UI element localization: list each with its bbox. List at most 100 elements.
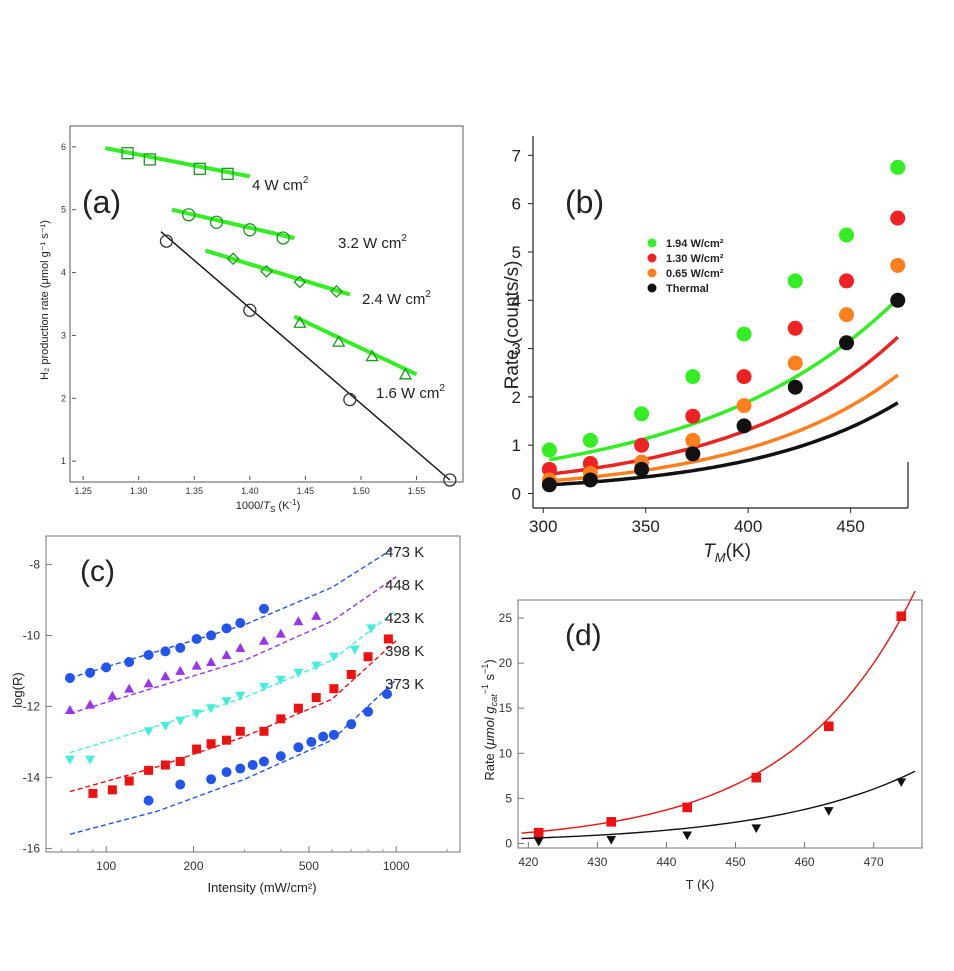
c-data-point	[363, 652, 373, 662]
c-data-point	[221, 649, 232, 659]
a-data-point	[398, 367, 413, 380]
panel-a-frame	[69, 125, 464, 483]
c-data-point	[235, 617, 246, 628]
d-fit-curve	[521, 770, 916, 840]
d-xtick-label: 430	[587, 855, 607, 869]
c-data-point	[258, 756, 269, 767]
b-data-point	[541, 461, 557, 477]
c-series-label: 473 K	[385, 544, 424, 561]
a-xtick-label: 1.35	[185, 486, 203, 496]
b-data-point	[685, 432, 701, 448]
c-data-point	[235, 691, 246, 701]
c-data-point	[311, 693, 321, 703]
b-xtick-label: 400	[734, 517, 762, 536]
c-data-point	[143, 795, 154, 806]
a-ytick-label: 3	[61, 330, 66, 340]
c-series-label: 398 K	[385, 643, 424, 660]
b-legend-label: Thermal	[666, 283, 709, 295]
c-ytick-label: -8	[29, 557, 40, 571]
c-data-point	[221, 623, 232, 634]
d-ytick-label: 15	[499, 701, 513, 715]
c-data-point	[124, 776, 134, 786]
b-legend-label: 1.30 W/cm²	[666, 253, 724, 265]
b-data-point	[685, 408, 701, 424]
a-data-point	[159, 234, 174, 248]
a-data-point	[276, 231, 290, 245]
c-data-point	[64, 673, 75, 684]
c-data-point	[64, 755, 75, 765]
c-data-point	[346, 669, 356, 679]
a-data-point	[293, 316, 307, 328]
b-legend-marker	[647, 283, 657, 293]
b-legend-marker	[647, 238, 657, 248]
c-data-point	[143, 727, 154, 737]
b-ytick-label: 4	[512, 291, 521, 310]
b-data-point	[634, 437, 650, 453]
c-fit-curve	[69, 546, 397, 679]
b-fit-curve	[549, 373, 899, 483]
a-data-point	[221, 167, 234, 181]
c-fit-curve	[69, 640, 397, 793]
c-data-point	[175, 665, 186, 675]
panel-c-xlabel: Intensity (mW/cm²)	[207, 880, 316, 895]
c-data-point	[258, 682, 269, 692]
a-data-point	[143, 153, 156, 166]
a-data-point	[226, 252, 240, 266]
d-data-point	[751, 824, 762, 833]
a-xtick-label: 1.45	[297, 486, 315, 496]
c-data-point	[160, 760, 170, 770]
a-ytick-label: 4	[61, 268, 66, 278]
c-data-point	[293, 703, 303, 713]
panel-b: 300 350 400 450 0 1 2 3 4 5 6 7 1.94 W/cm² 1.30 W/cm²…	[512, 136, 909, 536]
b-legend-marker	[647, 253, 657, 263]
c-data-point	[259, 726, 269, 736]
d-xtick-label: 420	[518, 855, 538, 869]
b-data-point	[839, 227, 855, 243]
c-data-point	[275, 751, 286, 762]
c-data-point	[328, 729, 339, 740]
d-data-point	[533, 827, 544, 838]
b-legend-label: 1.94 W/cm²	[666, 238, 724, 250]
b-data-point	[685, 369, 701, 385]
c-data-point	[160, 671, 171, 681]
c-xtick-label: 100	[96, 859, 116, 873]
d-data-point	[751, 772, 762, 783]
c-ytick-label: -16	[23, 841, 41, 855]
a-data-point	[243, 223, 257, 237]
c-data-point	[235, 726, 245, 736]
c-data-point	[276, 714, 286, 724]
c-data-point	[175, 642, 186, 653]
d-frame	[517, 599, 923, 849]
b-ytick-label: 3	[512, 340, 521, 359]
panel-c-label: (c)	[80, 555, 115, 588]
c-data-point	[192, 744, 202, 754]
b-xtick-label: 350	[632, 517, 660, 536]
c-xtick-label: 500	[299, 859, 319, 873]
a-ytick-label: 6	[61, 142, 66, 152]
b-data-point	[736, 326, 752, 342]
d-xtick-label: 450	[726, 855, 746, 869]
c-data-point	[306, 736, 317, 747]
c-data-point	[143, 678, 154, 688]
a-data-point	[193, 162, 206, 176]
b-data-point	[787, 355, 803, 371]
panel-a: 1.25 1.30 1.35 1.40 1.45 1.50 1.55 1 2 3 4 5 6 4 W cm…	[61, 142, 457, 496]
c-data-point	[175, 756, 185, 766]
d-data-point	[606, 836, 617, 845]
b-data-point	[541, 442, 557, 458]
b-ytick-label: 5	[512, 243, 521, 262]
c-data-point	[382, 689, 393, 699]
d-data-point	[896, 778, 907, 787]
b-ytick-label: 6	[512, 195, 521, 214]
d-xtick-label: 460	[795, 855, 815, 869]
a-xtick-label: 1.40	[241, 486, 259, 496]
a-fit-line	[204, 248, 351, 297]
panel-b-xlabel: TM(K)	[703, 541, 751, 565]
d-ytick-label: 10	[499, 746, 513, 760]
panel-d: 420 430 440 450 460 470 0 5 10 15 20 25	[499, 590, 923, 869]
d-data-point	[682, 802, 692, 813]
a-data-point	[243, 303, 257, 317]
b-ytick-label: 7	[512, 146, 521, 165]
c-data-point	[191, 660, 202, 670]
